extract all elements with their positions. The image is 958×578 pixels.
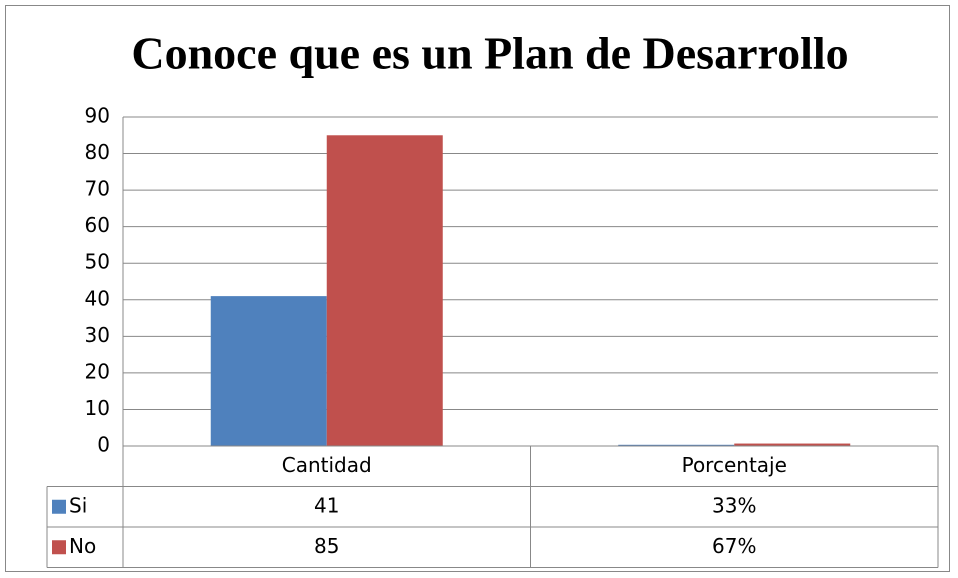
legend-label: No <box>69 534 96 558</box>
y-tick-label: 0 <box>97 433 110 457</box>
y-tick-label: 50 <box>85 250 110 274</box>
y-tick-label: 30 <box>85 323 110 347</box>
y-tick-label: 40 <box>85 286 110 310</box>
table-value: 41 <box>314 493 339 517</box>
table-value: 33% <box>712 493 756 517</box>
y-tick-label: 80 <box>85 140 110 164</box>
chart-title: Conoce que es un Plan de Desarrollo <box>131 28 848 79</box>
y-tick-label: 70 <box>85 177 110 201</box>
bar <box>618 444 735 446</box>
legend-label: Si <box>69 493 87 517</box>
chart-border <box>5 5 950 572</box>
category-label: Cantidad <box>282 453 372 477</box>
y-tick-label: 90 <box>85 104 110 128</box>
table-value: 85 <box>314 534 339 558</box>
bar <box>210 296 327 446</box>
y-tick-label: 10 <box>85 396 110 420</box>
bar <box>734 443 851 446</box>
legend-swatch <box>52 540 66 555</box>
legend-swatch <box>52 499 66 514</box>
category-label: Porcentaje <box>682 453 787 477</box>
table-value: 67% <box>712 534 756 558</box>
bar <box>326 135 443 446</box>
y-tick-label: 20 <box>85 359 110 383</box>
y-tick-label: 60 <box>85 213 110 237</box>
